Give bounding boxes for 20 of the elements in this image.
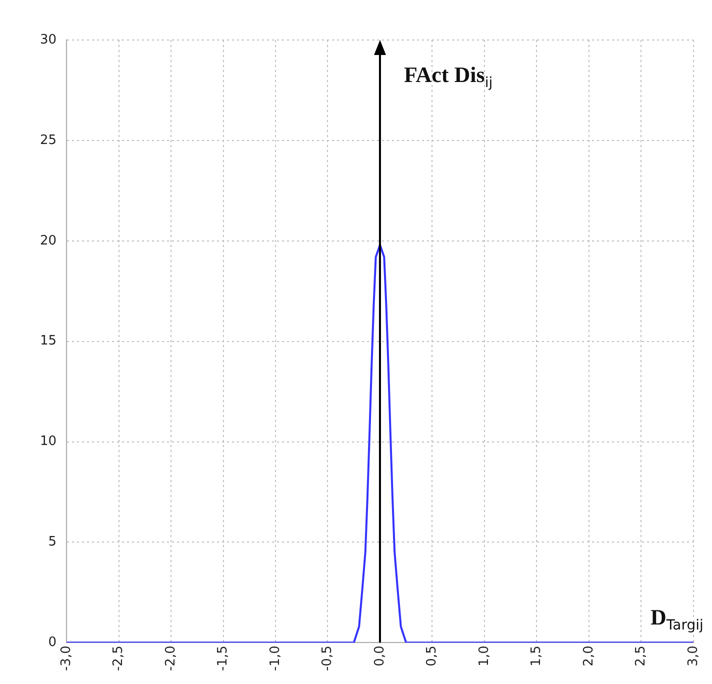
x-tick-label: -3,0 xyxy=(58,646,74,672)
x-tick-label: 0,5 xyxy=(424,646,440,666)
x-tick-label: 3,0 xyxy=(686,646,701,666)
x-tick-label: 2,5 xyxy=(634,646,649,666)
x-tick-label: -1,0 xyxy=(268,646,283,672)
x-tick-label: -1,5 xyxy=(216,646,231,672)
y-tick-label: 30 xyxy=(40,32,57,48)
x-tick-label: -2,5 xyxy=(111,646,126,672)
y-tick-label: 25 xyxy=(40,132,57,148)
x-tick-label: 0,0 xyxy=(372,646,388,666)
x-tick-label: 1,5 xyxy=(529,646,544,666)
x-tick-label: -2,0 xyxy=(163,646,178,672)
y-tick-label: 20 xyxy=(40,233,57,248)
y-tick-label: 15 xyxy=(40,334,57,349)
y-tick-label: 5 xyxy=(48,534,57,550)
y-tick-label: 10 xyxy=(40,434,57,450)
x-tick-label: 2,0 xyxy=(581,646,596,666)
x-tick-label: -0,5 xyxy=(320,646,336,672)
x-tick-label: 1,0 xyxy=(476,646,492,666)
y-tick-label: 0 xyxy=(48,635,57,650)
